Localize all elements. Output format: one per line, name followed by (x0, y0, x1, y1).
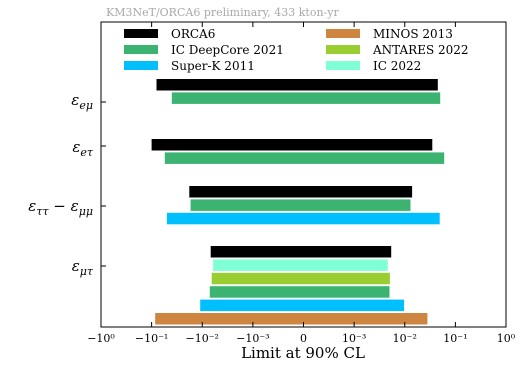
chart-title: KM3NeT/ORCA6 preliminary, 433 kton-yr (106, 6, 339, 19)
category-label-0: εeμ (71, 91, 93, 112)
bar-2-super-k-2011 (166, 212, 440, 225)
bar-2-orca6 (189, 186, 413, 198)
legend-item-minos: MINOS 2013 (326, 27, 453, 41)
legend-item-ic-2022: IC 2022 (326, 59, 421, 73)
bar-3-ic-2022 (213, 259, 388, 271)
legend-label-ic-deepcore: IC DeepCore 2021 (171, 43, 284, 57)
legend-item-orca6: ORCA6 (124, 27, 215, 41)
x-tick-label: 10⁻² (393, 332, 417, 345)
bar-0-orca6 (156, 79, 438, 91)
bar-2-ic-deepcore-2021 (190, 199, 411, 211)
legend-swatch-minos (326, 29, 360, 38)
legend-label-antares: ANTARES 2022 (372, 43, 469, 57)
x-axis-title: Limit at 90% CL (241, 344, 365, 362)
bars-layer (151, 79, 445, 325)
x-tick-label: 10⁻¹ (443, 332, 467, 345)
bar-3-ic-deepcore-2021 (209, 286, 390, 298)
bar-1-ic-deepcore-2021 (164, 152, 445, 164)
x-tick-label: −10⁻¹ (135, 332, 168, 345)
legend-swatch-ic-deepcore (124, 45, 158, 54)
x-tick-label: −10⁻³ (236, 332, 269, 345)
x-tick-label: 10⁻³ (342, 332, 366, 345)
x-axis: −10⁰ −10⁻¹ −10⁻² −10⁻³ 0 10⁻³ 10⁻² 10⁻¹ 10⁰ (87, 22, 516, 345)
y-axis-categories: εeμ εeτ εττ − εμμ εμτ (28, 91, 106, 278)
legend-label-orca6: ORCA6 (171, 27, 215, 41)
legend-swatch-ic-2022 (326, 61, 360, 70)
legend-item-ic-deepcore: IC DeepCore 2021 (124, 43, 284, 57)
category-label-3: εμτ (72, 257, 94, 278)
category-label-1: εeτ (72, 138, 94, 159)
bar-0-ic-deepcore-2021 (171, 92, 441, 104)
legend-swatch-antares (326, 45, 360, 54)
category-label-2: εττ − εμμ (28, 197, 93, 218)
x-tick-label: −10⁰ (87, 332, 115, 345)
bar-1-orca6 (151, 139, 433, 151)
x-tick-label: 10⁰ (497, 332, 516, 345)
legend-item-super-k: Super-K 2011 (124, 59, 255, 73)
bar-3-super-k-2011 (200, 299, 405, 312)
x-tick-label: −10⁻² (186, 332, 219, 345)
legend-item-antares: ANTARES 2022 (326, 43, 469, 57)
legend-swatch-orca6 (124, 29, 158, 38)
legend-swatch-super-k (124, 61, 158, 70)
bar-3-antares-2022 (211, 272, 390, 285)
legend-label-minos: MINOS 2013 (373, 27, 453, 41)
x-tick-label: 0 (300, 332, 307, 345)
bar-3-minos-2013 (155, 313, 428, 325)
legend-label-ic-2022: IC 2022 (373, 59, 421, 73)
legend-label-super-k: Super-K 2011 (171, 59, 255, 73)
legend: ORCA6 MINOS 2013 IC DeepCore 2021 ANTARE… (124, 27, 469, 73)
bar-3-orca6 (210, 246, 392, 258)
